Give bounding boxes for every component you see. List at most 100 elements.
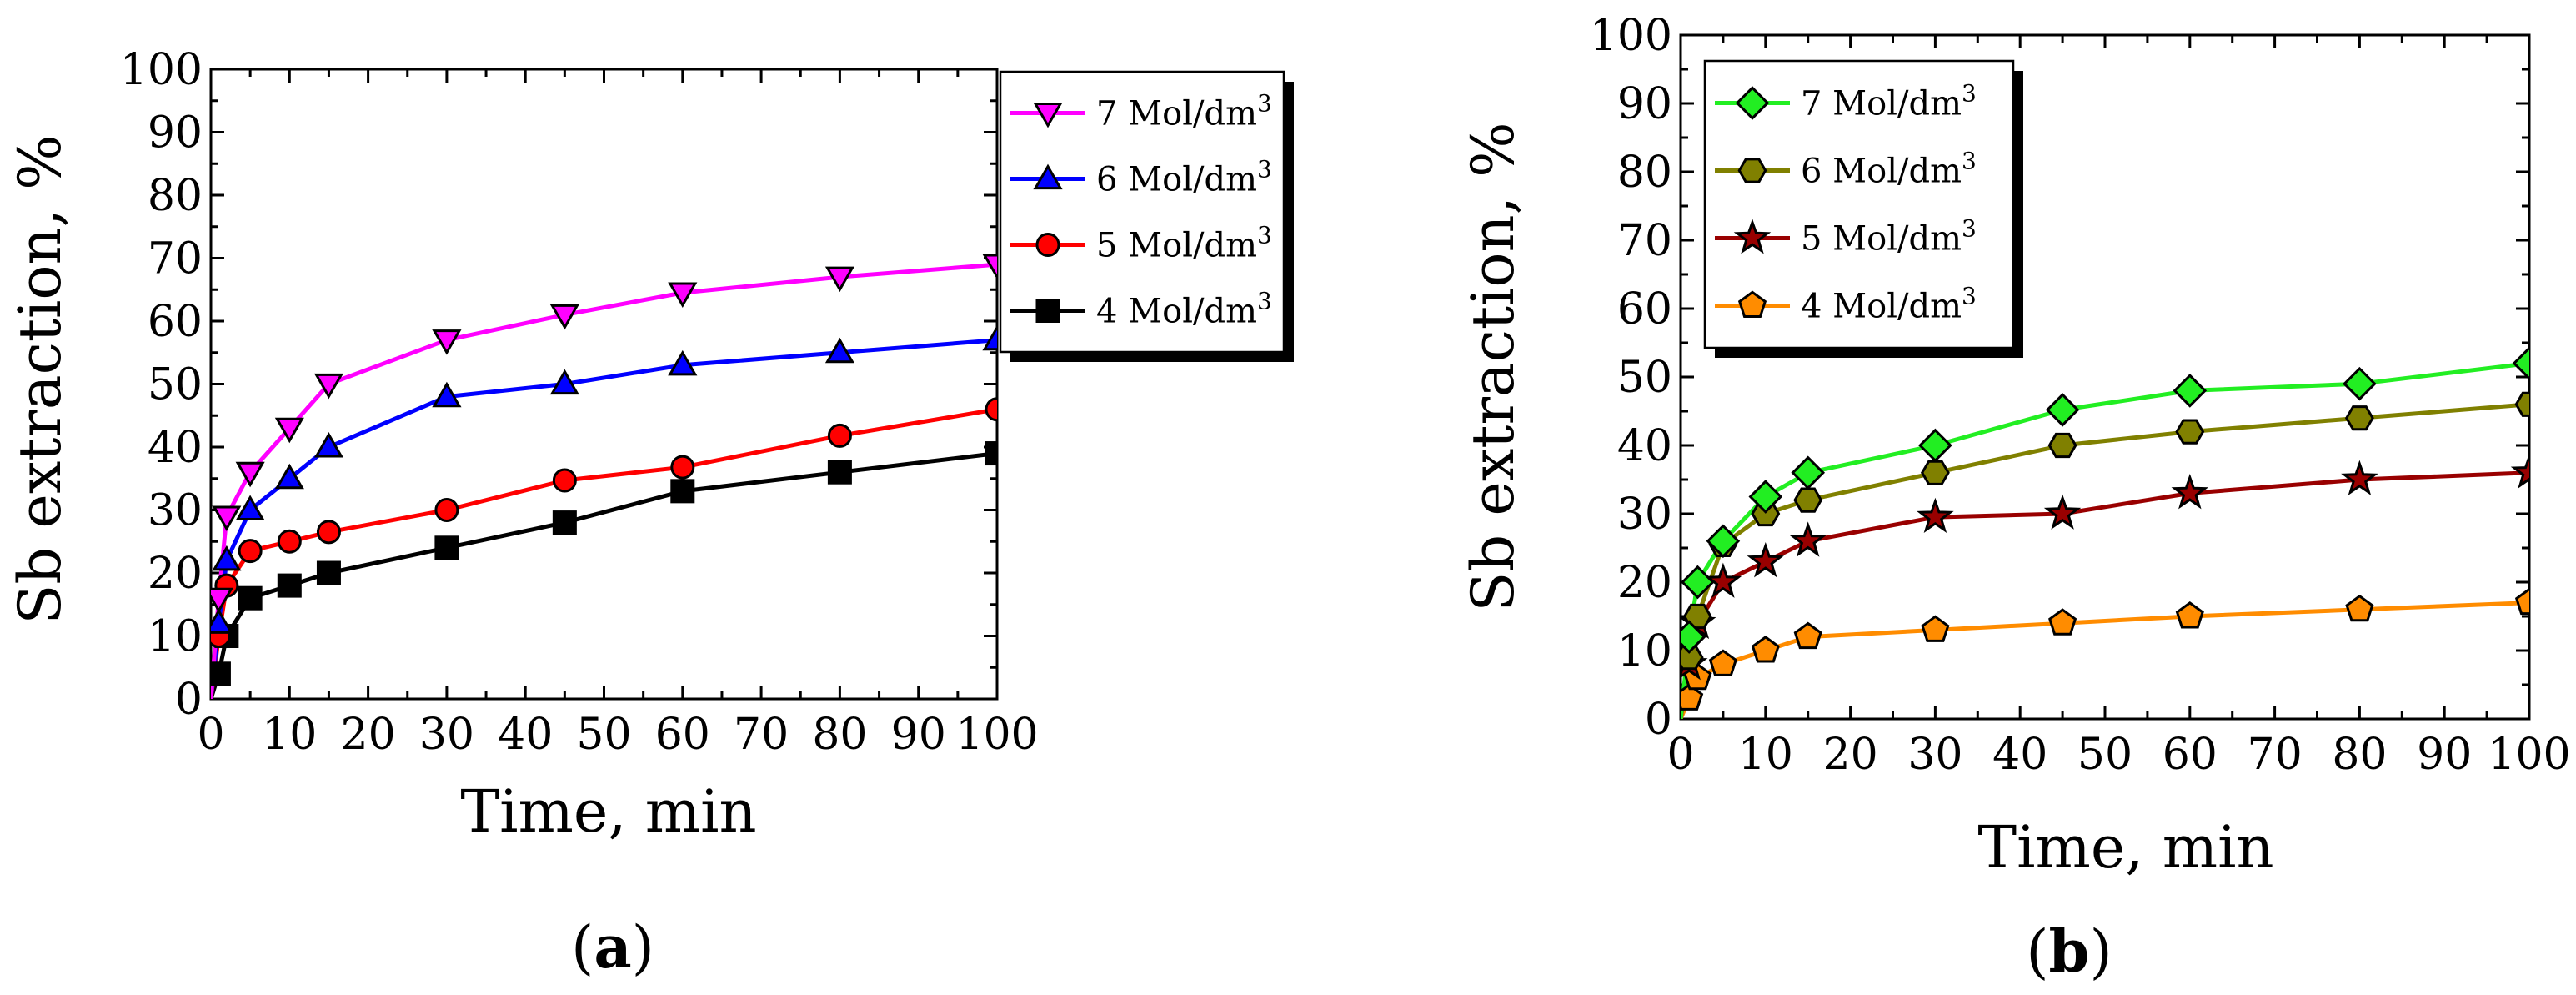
legend-marker (1033, 163, 1063, 190)
data-point (2510, 453, 2529, 489)
data-point (1704, 562, 1742, 598)
data-point (274, 463, 304, 490)
y-tick-label: 60 (1617, 284, 1672, 334)
data-point (552, 510, 577, 535)
legend-label-text: 5 Mol/dm (1801, 220, 1962, 259)
y-tick-label: 70 (148, 234, 203, 284)
data-point (211, 608, 233, 634)
data-point (2514, 587, 2529, 616)
data-point (1921, 615, 1950, 642)
panel-paren-close: ) (2089, 917, 2112, 986)
legend-label-sup: 3 (1962, 148, 1977, 175)
legend-marker (1733, 219, 1772, 254)
data-point (549, 304, 579, 330)
legend-label-text: 6 Mol/dm (1096, 161, 1257, 199)
legend-label-sup: 3 (1257, 222, 1272, 249)
legend-label: 4 Mol/dm3 (1801, 283, 1977, 326)
y-tick-label: 20 (148, 549, 203, 599)
legend-marker (1035, 233, 1060, 257)
legend-label-sup: 3 (1962, 215, 1977, 243)
data-point (827, 423, 852, 448)
series-line (211, 262, 997, 699)
legend-label: 6 Mol/dm3 (1096, 156, 1272, 199)
data-point (212, 545, 242, 571)
y-tick-label: 30 (148, 486, 203, 536)
x-tick-label: 10 (262, 710, 317, 760)
data-point (552, 468, 577, 493)
data-point (2175, 601, 2204, 629)
legend-marker (1033, 103, 1063, 128)
data-point (2343, 366, 2377, 401)
data-point (277, 573, 302, 598)
data-point (668, 349, 698, 376)
x-tick-label: 70 (734, 710, 789, 760)
x-tick-label: 30 (1907, 730, 1962, 780)
data-point (1918, 428, 1952, 463)
y-tick-label: 80 (1617, 148, 1672, 198)
y-tick-label: 90 (148, 108, 203, 158)
x-tick-label: 10 (1738, 730, 1793, 780)
data-point (212, 505, 242, 532)
x-tick-label: 90 (891, 710, 946, 760)
data-point (1748, 480, 1783, 514)
data-point (2175, 419, 2205, 445)
data-point (316, 560, 341, 585)
data-point (2043, 494, 2082, 530)
data-point (434, 498, 459, 522)
data-point (313, 373, 343, 400)
legend-label: 5 Mol/dm3 (1801, 215, 1977, 259)
data-point (1681, 683, 1704, 711)
series-line (1681, 601, 2529, 719)
legend-label: 4 Mol/dm3 (1096, 288, 1272, 331)
legend-label-text: 5 Mol/dm (1096, 227, 1257, 265)
x-tick-label: 70 (2248, 730, 2303, 780)
y-tick-label: 30 (1617, 490, 1672, 540)
data-point (985, 397, 997, 422)
y-axis-label: Sb extraction, % (1459, 122, 1527, 611)
y-tick-label: 0 (1645, 695, 1672, 745)
x-tick-label: 50 (576, 710, 631, 760)
data-point (1708, 649, 1737, 676)
y-tick-label: 10 (148, 612, 203, 662)
data-point (1751, 636, 1780, 663)
x-tick-label: 60 (2163, 730, 2218, 780)
legend-label-text: 7 Mol/dm (1801, 85, 1962, 123)
data-point (238, 585, 263, 611)
legend-label-text: 7 Mol/dm (1096, 95, 1257, 133)
y-tick-label: 40 (1617, 421, 1672, 471)
legend-label-sup: 3 (1257, 90, 1272, 118)
x-tick-label: 50 (2077, 730, 2132, 780)
data-point (1681, 620, 1706, 654)
panel-label: (a) (571, 912, 654, 982)
data-point (432, 329, 462, 355)
data-point (2512, 346, 2529, 380)
data-point (2173, 374, 2208, 408)
x-tick-label: 100 (2488, 730, 2570, 780)
x-axis-label: Time, min (460, 777, 756, 846)
legend-label-text: 4 Mol/dm (1096, 293, 1257, 331)
x-tick-label: 40 (1992, 730, 2047, 780)
data-point (668, 282, 698, 309)
y-tick-label: 90 (1617, 79, 1672, 129)
data-point (2171, 474, 2209, 510)
x-tick-label: 80 (812, 710, 867, 760)
data-point (2344, 405, 2374, 431)
x-tick-label: 80 (2332, 730, 2387, 780)
x-tick-label: 30 (419, 710, 474, 760)
data-point (2345, 594, 2374, 622)
panel-paren-open: ( (2026, 917, 2048, 986)
panel-label: (b) (2026, 917, 2112, 986)
data-point (1747, 542, 1785, 578)
panel-letter: b (2049, 917, 2090, 986)
data-point (235, 461, 265, 488)
data-point (277, 529, 302, 554)
data-point (1706, 524, 1741, 559)
y-tick-label: 10 (1617, 626, 1672, 676)
y-tick-label: 100 (1590, 11, 1672, 61)
y-tick-label: 0 (175, 675, 203, 725)
x-tick-label: 100 (955, 710, 1038, 760)
legend-marker (1035, 299, 1060, 323)
data-point (432, 381, 462, 408)
series-layer (211, 254, 997, 699)
